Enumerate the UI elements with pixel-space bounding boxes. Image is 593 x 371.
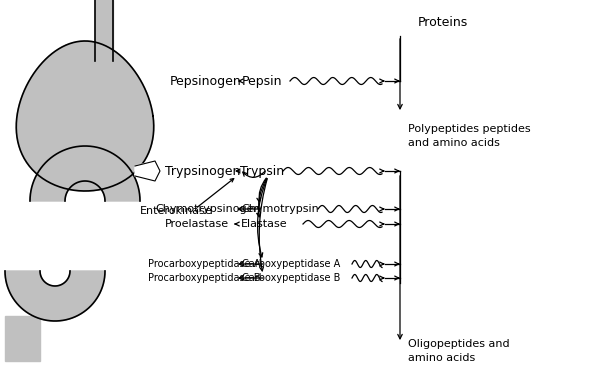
Polygon shape xyxy=(30,146,140,201)
Polygon shape xyxy=(5,271,105,321)
Text: Proteins: Proteins xyxy=(418,16,468,30)
Polygon shape xyxy=(16,41,154,191)
Text: Carboxypeptidase A: Carboxypeptidase A xyxy=(242,259,340,269)
Polygon shape xyxy=(95,0,113,61)
Polygon shape xyxy=(5,316,40,361)
Text: Oligopeptides and
amino acids: Oligopeptides and amino acids xyxy=(408,339,509,362)
Polygon shape xyxy=(135,161,160,181)
Text: Chymotrypsin: Chymotrypsin xyxy=(241,204,319,214)
Text: Procarboxypeptidase A: Procarboxypeptidase A xyxy=(148,259,260,269)
Text: Enterokinase: Enterokinase xyxy=(140,206,213,216)
Text: Trypsinogen: Trypsinogen xyxy=(165,164,240,177)
Text: Pepsinogen: Pepsinogen xyxy=(170,75,242,88)
Text: Procarboxypeptidase B: Procarboxypeptidase B xyxy=(148,273,260,283)
Text: Proelastase: Proelastase xyxy=(165,219,229,229)
Text: Carboxypeptidase B: Carboxypeptidase B xyxy=(242,273,340,283)
Text: Chymotrypsinogen: Chymotrypsinogen xyxy=(155,204,261,214)
Text: Polypeptides peptides
and amino acids: Polypeptides peptides and amino acids xyxy=(408,124,531,148)
Text: Elastase: Elastase xyxy=(241,219,288,229)
Text: Pepsin: Pepsin xyxy=(242,75,282,88)
Text: Trypsin: Trypsin xyxy=(240,164,284,177)
